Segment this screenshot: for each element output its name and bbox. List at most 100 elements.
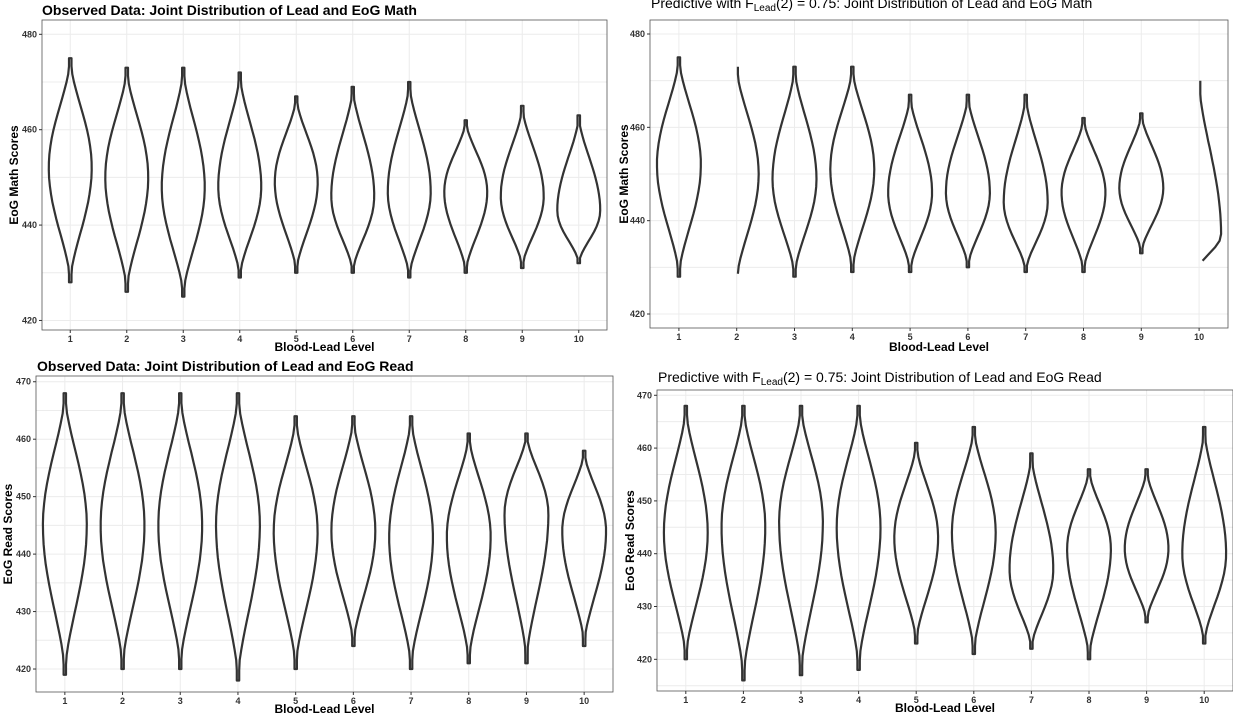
violin-level-8 <box>1066 468 1112 661</box>
violin-level-1 <box>47 57 93 284</box>
x-tick-label: 4 <box>237 334 242 344</box>
y-tick-label: 420 <box>16 664 31 674</box>
violin-level-2 <box>736 66 760 274</box>
x-tick-label: 4 <box>235 696 240 706</box>
chart-title: Observed Data: Joint Distribution of Lea… <box>42 2 417 18</box>
x-tick-label: 10 <box>1199 695 1209 705</box>
x-tick-label: 3 <box>792 332 797 342</box>
y-tick-label: 440 <box>16 549 31 559</box>
plot-frame <box>41 19 608 331</box>
violin-level-9 <box>499 104 545 270</box>
x-tick-label: 2 <box>124 334 129 344</box>
y-tick-label: 460 <box>16 434 31 444</box>
x-tick-label: 10 <box>579 696 589 706</box>
x-tick-label: 6 <box>350 334 355 344</box>
violin-level-9 <box>1118 112 1165 255</box>
x-axis-label: Blood-Lead Level <box>895 701 995 715</box>
x-axis-label: Blood-Lead Level <box>274 340 374 354</box>
violin-level-7 <box>1002 93 1049 274</box>
x-axis-label: Blood-Lead Level <box>889 340 989 354</box>
y-tick-label: 450 <box>16 492 31 502</box>
y-tick-label: 460 <box>22 125 37 135</box>
x-axis-label: Blood-Lead Level <box>274 702 374 716</box>
chart-title: Observed Data: Joint Distribution of Lea… <box>37 358 414 374</box>
violin-level-3 <box>778 404 824 677</box>
violin-level-1 <box>41 392 88 676</box>
violin-level-10 <box>561 449 608 648</box>
chart-title: Predictive with FLead(2) = 0.75: Joint D… <box>658 369 1102 388</box>
x-tick-label: 5 <box>294 334 299 344</box>
x-tick-label: 7 <box>407 334 412 344</box>
x-tick-label: 9 <box>1139 332 1144 342</box>
violin-level-9 <box>503 432 550 665</box>
violin-level-6 <box>330 85 376 274</box>
x-tick-label: 8 <box>466 696 471 706</box>
violin-level-9 <box>1123 468 1170 624</box>
violin-level-8 <box>443 119 489 274</box>
x-tick-label: 5 <box>908 332 913 342</box>
y-tick-label: 470 <box>16 377 31 387</box>
plot-frame <box>656 389 1233 692</box>
y-tick-label: 430 <box>637 602 652 612</box>
violin-level-4 <box>214 392 261 682</box>
violin-level-6 <box>944 93 991 269</box>
chart-panel-4: 420 430 440 450 460 470 1 2 3 4 5 6 7 8 9 10 Blood-Lead … <box>623 369 1233 715</box>
y-tick-label: 480 <box>630 29 645 39</box>
x-tick-label: 7 <box>1023 332 1028 342</box>
plot-frame <box>35 375 614 693</box>
violin-level-5 <box>273 95 319 274</box>
violin-level-8 <box>1060 116 1107 274</box>
x-tick-label: 9 <box>524 696 529 706</box>
y-tick-label: 460 <box>630 122 645 132</box>
x-tick-label: 1 <box>676 332 681 342</box>
x-tick-label: 6 <box>971 695 976 705</box>
violin-level-7 <box>1008 452 1055 650</box>
violin-level-6 <box>950 425 997 656</box>
y-tick-label: 430 <box>16 607 31 617</box>
violin-level-4 <box>835 404 882 671</box>
x-tick-label: 2 <box>120 696 125 706</box>
chart-panel-2: 420 440 460 480 1 2 3 4 5 6 7 8 9 10 Blood-Lead Level E… <box>617 0 1229 354</box>
y-tick-label: 440 <box>630 216 645 226</box>
violin-level-1 <box>662 404 709 661</box>
x-tick-label: 10 <box>574 334 584 344</box>
x-tick-label: 2 <box>734 332 739 342</box>
x-tick-label: 6 <box>965 332 970 342</box>
x-tick-label: 5 <box>914 695 919 705</box>
y-tick-label: 470 <box>637 390 652 400</box>
x-tick-label: 4 <box>856 695 861 705</box>
y-tick-label: 440 <box>22 220 37 230</box>
y-axis-label: EoG Math Scores <box>617 124 631 224</box>
violin-level-5 <box>887 93 934 274</box>
violin-level-4 <box>217 71 263 279</box>
x-tick-label: 8 <box>1081 332 1086 342</box>
violin-level-7 <box>388 415 434 671</box>
violin-level-5 <box>272 415 319 671</box>
x-tick-label: 8 <box>463 334 468 344</box>
x-tick-label: 3 <box>178 696 183 706</box>
y-tick-label: 480 <box>22 29 37 39</box>
x-tick-label: 3 <box>798 695 803 705</box>
x-tick-label: 1 <box>62 696 67 706</box>
x-tick-label: 2 <box>741 695 746 705</box>
x-tick-label: 9 <box>1144 695 1149 705</box>
x-tick-label: 3 <box>181 334 186 344</box>
y-tick-label: 420 <box>637 654 652 664</box>
x-tick-label: 10 <box>1194 332 1204 342</box>
x-tick-label: 7 <box>1029 695 1034 705</box>
x-tick-label: 1 <box>683 695 688 705</box>
violin-level-1 <box>655 56 702 278</box>
violin-level-3 <box>157 392 204 671</box>
x-tick-label: 6 <box>351 696 356 706</box>
violin-level-2 <box>99 392 146 671</box>
x-tick-label: 4 <box>850 332 855 342</box>
y-tick-label: 420 <box>22 315 37 325</box>
violin-level-7 <box>386 80 432 279</box>
chart-title: Predictive with FLead(2) = 0.75: Joint D… <box>651 0 1092 14</box>
chart-panel-1: 420 440 460 480 1 2 3 4 5 6 7 8 9 10 Blood-Lead Level E… <box>7 2 608 354</box>
chart-panel-3: 420 430 440 450 460 470 1 2 3 4 5 6 7 8 9 10 Blood-Lead … <box>1 358 614 716</box>
violin-level-5 <box>893 441 940 645</box>
y-axis-label: EoG Read Scores <box>623 490 637 591</box>
violin-level-10 <box>556 114 602 265</box>
